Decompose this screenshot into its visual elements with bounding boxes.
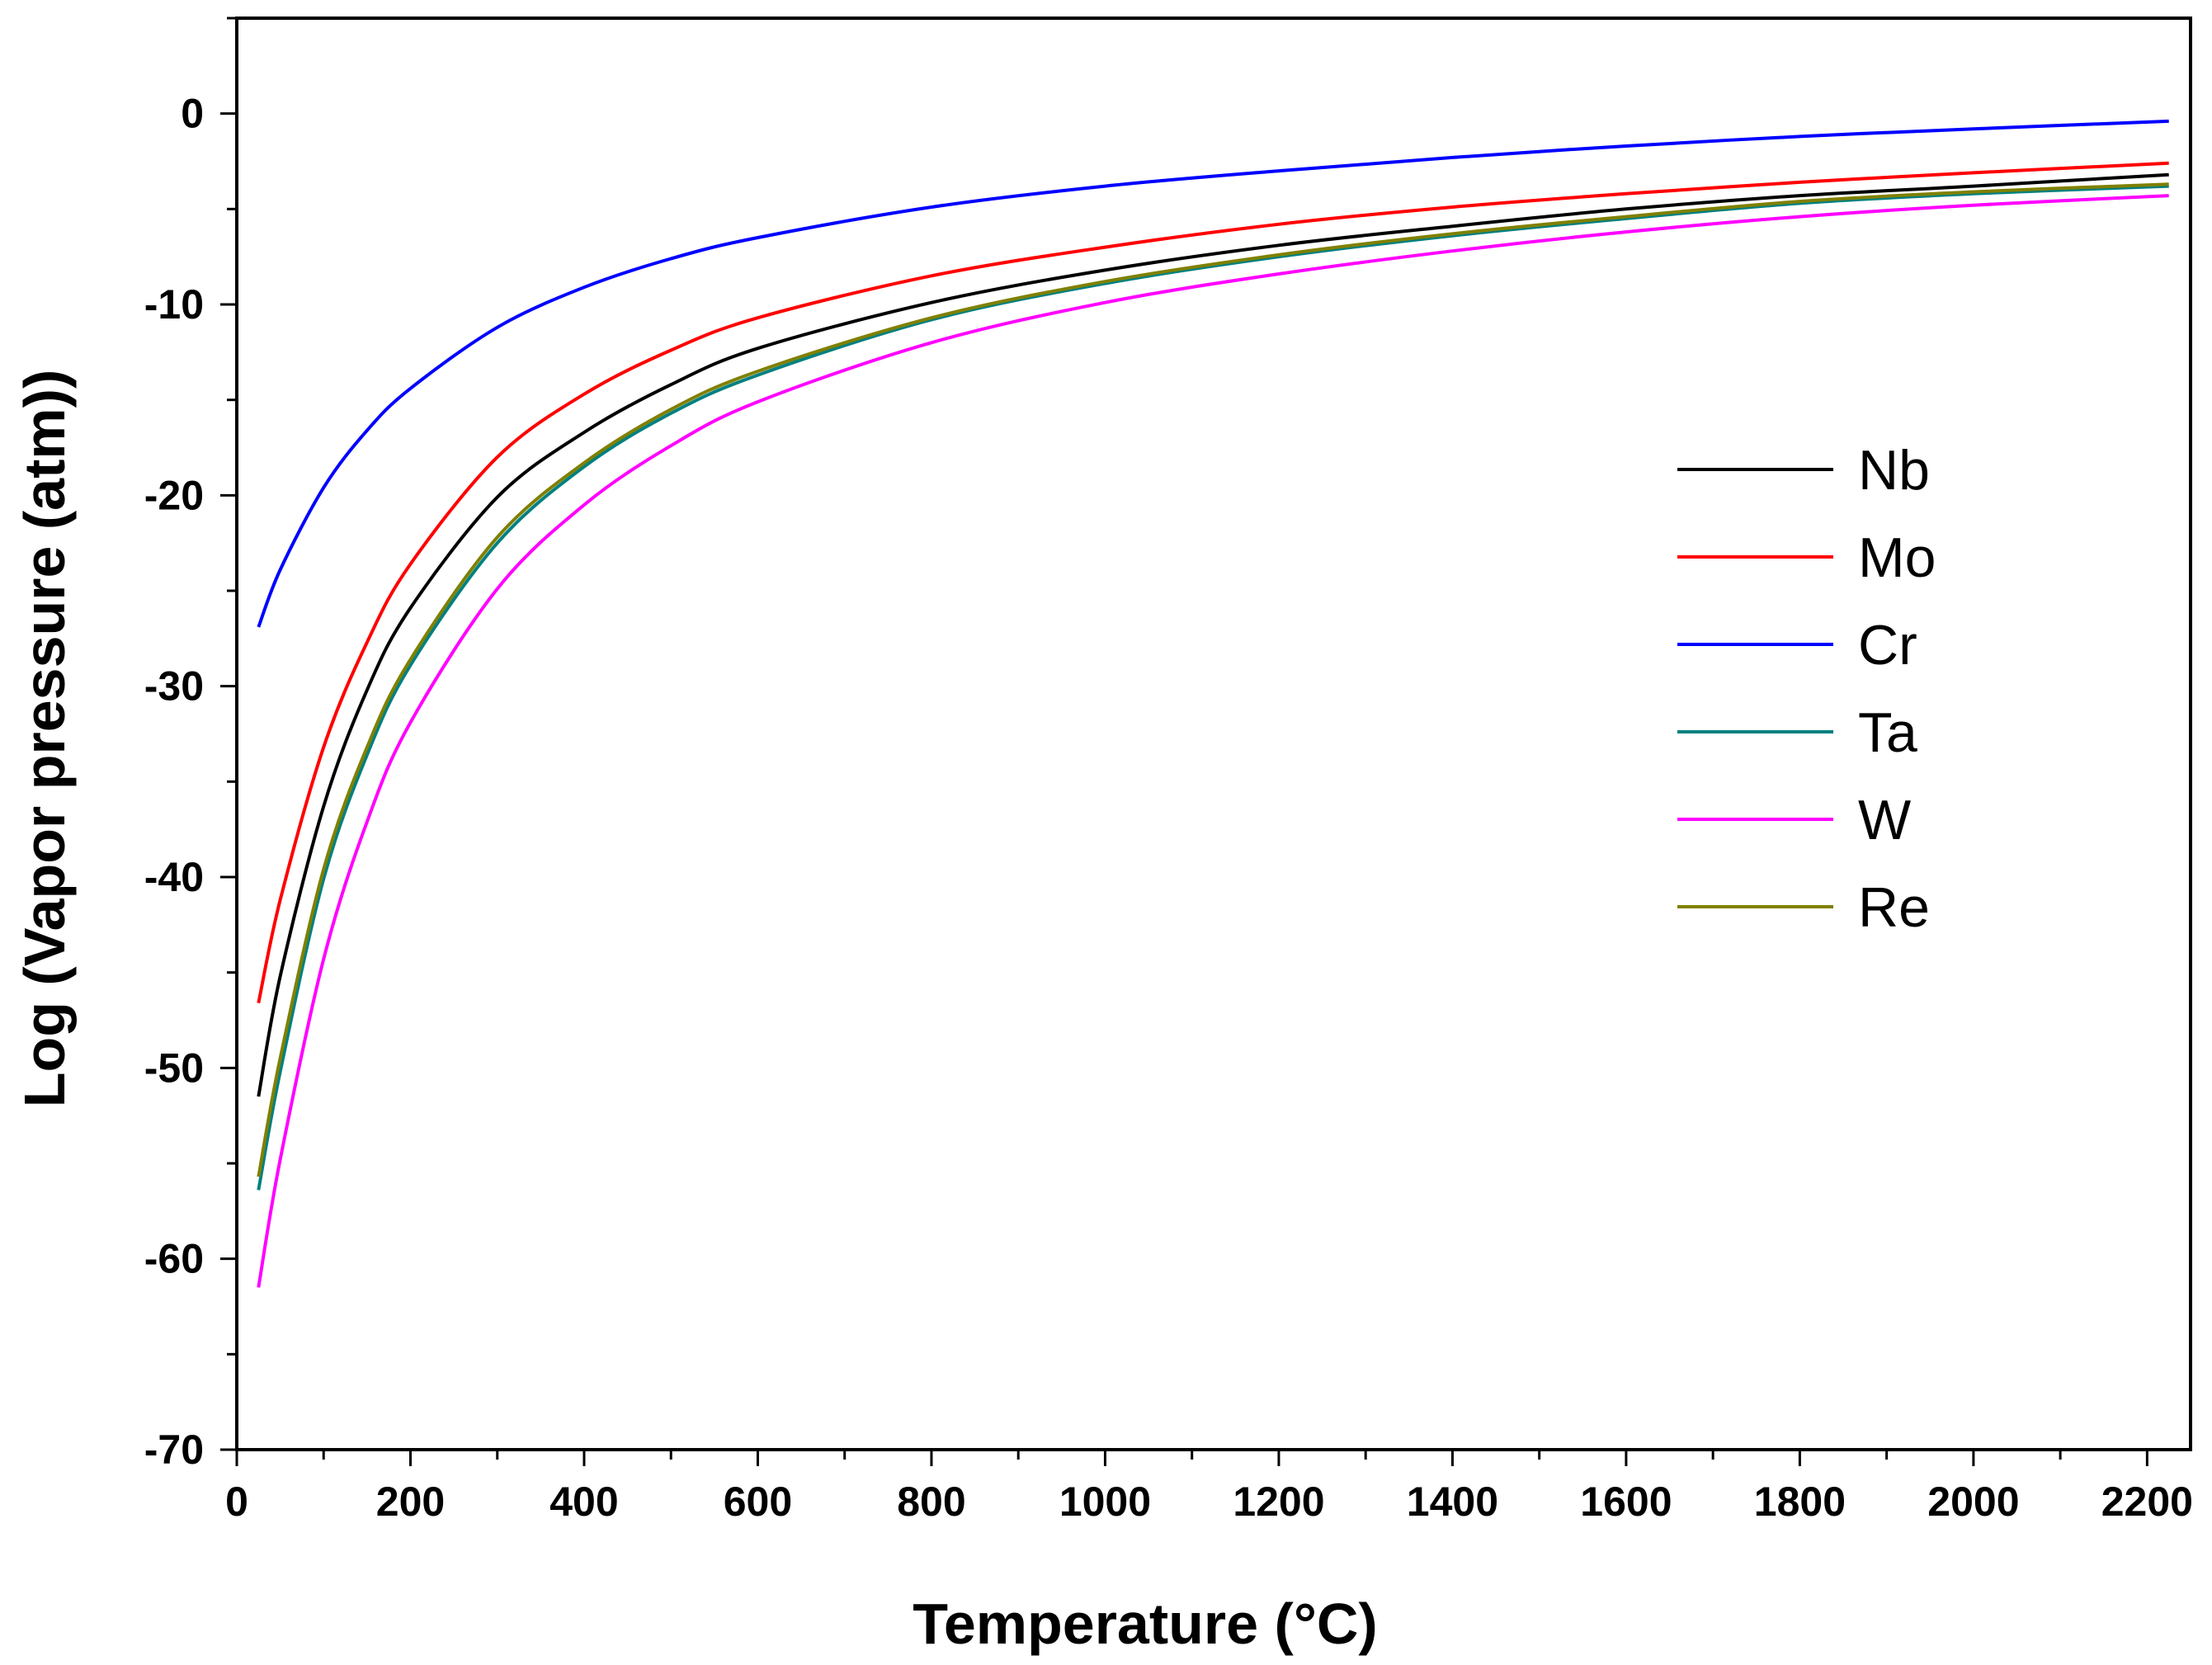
- x-tick-label: 200: [376, 1479, 445, 1525]
- series-line-cr: [257, 119, 2169, 628]
- y-tick-label: -50: [144, 1045, 204, 1091]
- x-tick-label: 800: [897, 1479, 965, 1525]
- x-tick-label: 1200: [1233, 1479, 1324, 1525]
- plot-border: [235, 17, 2192, 1451]
- x-tick-label: 1800: [1754, 1479, 1846, 1525]
- legend-label-mo: Mo: [1858, 526, 1936, 589]
- y-axis-title: Log (Vapor pressure (atm)): [12, 370, 77, 1108]
- x-tick-label: 1000: [1059, 1479, 1151, 1525]
- legend-label-re: Re: [1858, 876, 1930, 939]
- y-tick-label: -70: [144, 1427, 204, 1473]
- y-tick-label: -10: [144, 281, 204, 328]
- x-tick-label: 600: [724, 1479, 792, 1525]
- ticks-group: 0 200 400 600 800 1000 1200 1400 1600 1800 2000 220…: [144, 17, 2193, 1525]
- series-group: [257, 119, 2169, 1288]
- x-axis-title: Temperature (°C): [913, 1592, 1377, 1656]
- x-tick-label: 2200: [2101, 1479, 2193, 1525]
- series-line-mo: [257, 161, 2169, 1004]
- x-tick-label: 2000: [1927, 1479, 2019, 1525]
- y-tick-label: 0: [181, 91, 204, 137]
- series-line-w: [257, 194, 2169, 1288]
- x-tick-label: 1600: [1580, 1479, 1672, 1525]
- legend-label-ta: Ta: [1858, 701, 1917, 764]
- x-tick-label: 0: [225, 1479, 248, 1525]
- y-tick-label: -40: [144, 854, 204, 900]
- x-tick-label: 1400: [1407, 1479, 1498, 1525]
- y-tick-label: -60: [144, 1236, 204, 1282]
- series-line-re: [257, 182, 2169, 1177]
- legend-label-nb: Nb: [1858, 439, 1930, 502]
- plot-frame: [235, 17, 2192, 1451]
- series-line-nb: [257, 172, 2169, 1097]
- legend-label-cr: Cr: [1858, 614, 1917, 677]
- legend: Nb Mo Cr Ta W Re: [1677, 439, 1936, 939]
- x-tick-label: 400: [549, 1479, 618, 1525]
- legend-label-w: W: [1858, 789, 1911, 851]
- y-tick-label: -30: [144, 663, 204, 710]
- series-line-ta: [257, 184, 2169, 1191]
- y-tick-label: -20: [144, 472, 204, 518]
